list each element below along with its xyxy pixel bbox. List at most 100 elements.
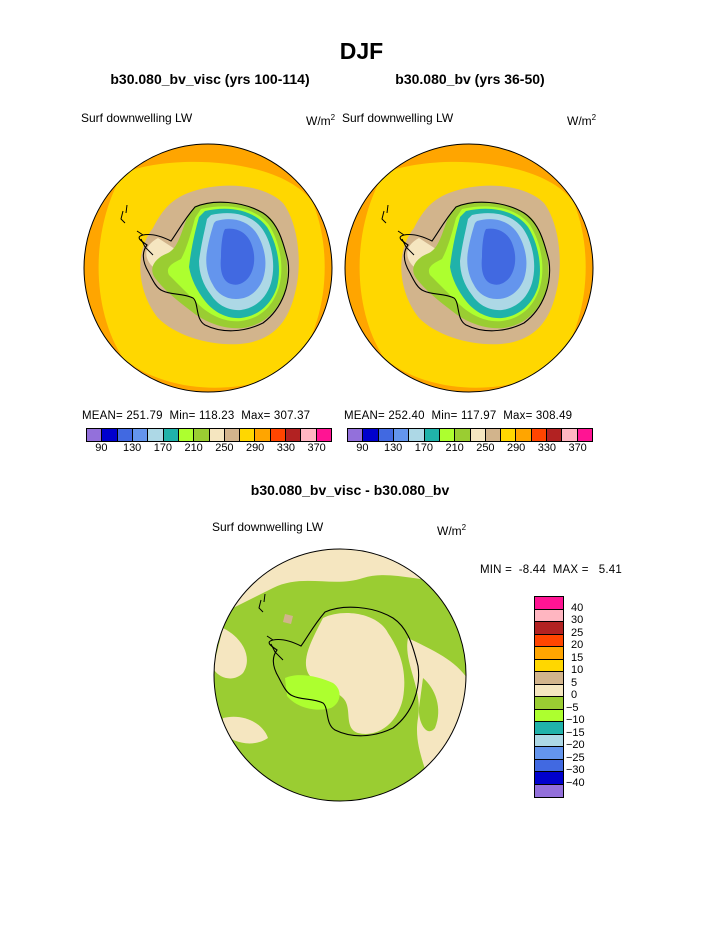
colorbar-2-swatch-8: [470, 429, 486, 441]
colorbar-2-swatch-13: [547, 429, 563, 441]
map3-peninsula: [266, 635, 284, 661]
colorbar-1-swatch-12: [270, 429, 287, 441]
colorbar-3-tick-label: 15: [571, 651, 584, 664]
map3-band-0-5-southwest: [223, 716, 268, 744]
colorbar-2-swatch-6: [439, 429, 456, 441]
colorbar-3-swatch-2: [535, 622, 563, 635]
colorbar-2-tick-label: 290: [506, 442, 526, 454]
panel-2-units: W/m2: [567, 113, 597, 128]
colorbar-3-swatch-13: [535, 759, 563, 772]
colorbar-2-swatch-10: [501, 429, 517, 441]
colorbar-3-tick-label: 25: [571, 626, 584, 639]
colorbar-1-tick-label: 130: [122, 442, 142, 454]
colorbar-3-swatch-5: [535, 659, 563, 672]
panel-2-colorbar: 90 130 170 210 250 290 330 370: [347, 428, 593, 456]
panel-3-polar-map: [213, 548, 467, 802]
colorbar-3-swatch-11: [535, 734, 563, 747]
colorbar-3-tick-label: 10: [571, 664, 584, 676]
colorbar-3-swatch-6: [535, 672, 563, 685]
map1-sa-tip: [120, 204, 128, 224]
colorbar-3-tick-label: 20: [571, 639, 584, 651]
colorbar-1-swatch-11: [255, 429, 271, 441]
colorbar-2-swatch-5: [424, 429, 440, 441]
colorbar-2-tick-label: 90: [356, 442, 369, 454]
colorbar-2-tick-label: 130: [383, 442, 403, 454]
map2-coastline: [399, 201, 551, 332]
colorbar-3-swatch-0: [535, 597, 563, 610]
colorbar-3-tick-label: −15: [566, 726, 585, 739]
panel-3-units: W/m2: [437, 523, 467, 538]
map3-band-neg5-neg10: [285, 675, 340, 710]
colorbar-1-swatch-0: [87, 429, 103, 441]
colorbar-2-swatch-12: [531, 429, 548, 441]
colorbar-2-swatch-2: [378, 429, 394, 441]
colorbar-2-swatch-7: [455, 429, 471, 441]
colorbar-1-swatch-3: [132, 429, 149, 441]
panel-3-title: b30.080_bv_visc - b30.080_bv: [250, 482, 450, 498]
colorbar-3-tick-label: −40: [566, 776, 585, 789]
colorbar-3-swatch-10: [535, 722, 563, 735]
colorbar-1-tick-label: 290: [245, 442, 265, 454]
panel-2-field-label: Surf downwelling LW: [342, 111, 454, 125]
colorbar-2-swatch-9: [485, 429, 502, 441]
panel-3-stats: MIN = -8.44 MAX = 5.41: [480, 564, 622, 576]
panel-1-title: b30.080_bv_visc (yrs 100-114): [110, 71, 310, 87]
colorbar-1-swatch-10: [240, 429, 256, 441]
colorbar-3-tick-label: −10: [566, 714, 585, 726]
map3-band-neg5-east: [418, 678, 439, 732]
colorbar-1-swatch-8: [209, 429, 225, 441]
map2-band-110: [481, 228, 516, 285]
colorbar-1-swatch-9: [224, 429, 241, 441]
colorbar-2-swatch-14: [562, 429, 578, 441]
colorbar-1-tick-label: 170: [153, 442, 173, 454]
panel-3-colorbar: [534, 596, 564, 798]
colorbar-1-swatch-15: [316, 429, 331, 441]
colorbar-3-swatch-3: [535, 634, 563, 647]
colorbar-2-swatch-15: [577, 429, 592, 441]
colorbar-1-swatch-2: [117, 429, 133, 441]
map2-peninsula: [397, 230, 415, 256]
colorbar-2-tick-label: 250: [476, 442, 495, 454]
colorbar-1-swatch-1: [102, 429, 118, 441]
map3-band-5-10: [283, 614, 293, 624]
colorbar-3-swatch-4: [535, 647, 563, 660]
colorbar-1-swatch-7: [194, 429, 210, 441]
colorbar-2-tick-label: 210: [445, 442, 464, 454]
colorbar-2-tick-label: 170: [414, 442, 434, 454]
panel-3-colorbar-labels: 40 30 25 20 15 10 5 0 −5 −10 −15 −20 −25 −30 −40: [566, 596, 626, 806]
colorbar-3-tick-label: −20: [566, 739, 585, 751]
colorbar-2-swatch-4: [409, 429, 425, 441]
colorbar-2-swatch-11: [516, 429, 532, 441]
panel-2-polar-map: [344, 143, 594, 393]
colorbar-3-swatch-14: [535, 772, 563, 785]
colorbar-1-swatch-6: [178, 429, 195, 441]
map1-band-110: [220, 228, 255, 285]
colorbar-3-swatch-7: [535, 684, 563, 697]
colorbar-3-tick-label: 30: [571, 614, 584, 626]
colorbar-1-tick-label: 250: [215, 442, 234, 454]
map3-band-0-5-west: [214, 628, 247, 679]
colorbar-3-tick-label: 0: [571, 689, 578, 701]
colorbar-3-tick-label: −5: [566, 701, 579, 714]
colorbar-2-swatch-3: [393, 429, 410, 441]
colorbar-3-swatch-15: [535, 784, 563, 797]
colorbar-2-swatch-1: [363, 429, 379, 441]
colorbar-3-tick-label: −30: [566, 764, 585, 776]
colorbar-1-swatch-4: [148, 429, 164, 441]
colorbar-1-swatch-14: [301, 429, 317, 441]
colorbar-3-swatch-12: [535, 747, 563, 760]
colorbar-1-tick-label: 330: [276, 442, 296, 454]
colorbar-3-swatch-8: [535, 697, 563, 710]
colorbar-3-tick-label: 5: [571, 676, 578, 689]
colorbar-1-tick-label: 370: [307, 442, 326, 454]
panel-1-field-label: Surf downwelling LW: [81, 111, 193, 125]
colorbar-3-tick-label: 40: [571, 601, 584, 614]
colorbar-2-tick-label: 370: [568, 442, 587, 454]
colorbar-3-swatch-9: [535, 709, 563, 722]
main-title: DJF: [339, 38, 384, 64]
map1-peninsula: [136, 230, 154, 256]
colorbar-1-tick-label: 210: [184, 442, 203, 454]
map3-coastline: [268, 606, 420, 737]
colorbar-2-swatch-0: [348, 429, 364, 441]
panel-1-stats: MEAN= 251.79 Min= 118.23 Max= 307.37: [82, 410, 311, 422]
